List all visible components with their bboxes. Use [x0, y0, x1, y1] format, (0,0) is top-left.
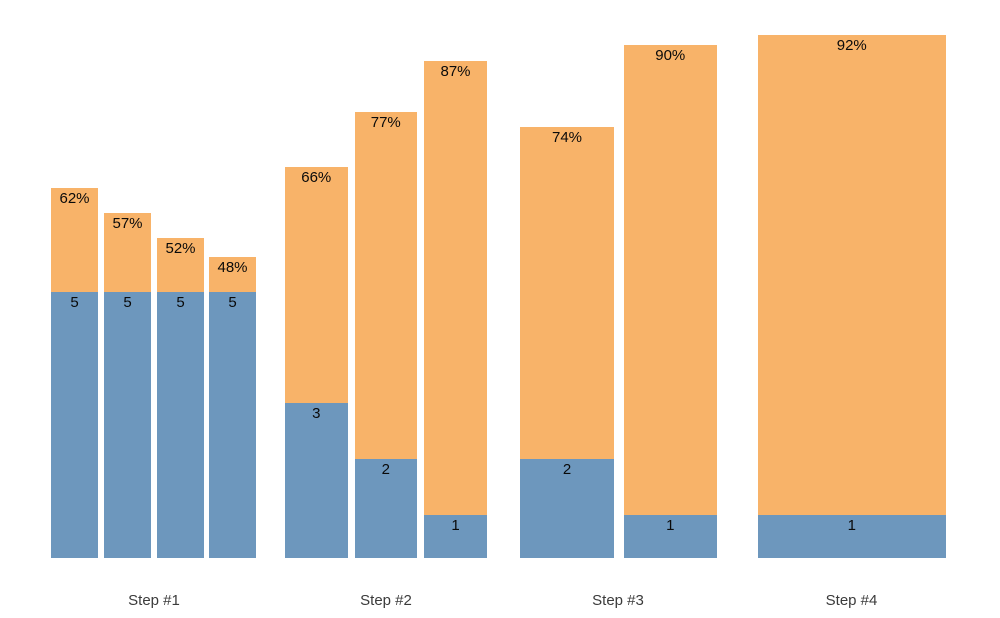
count-label: 5	[176, 294, 185, 311]
success-segment: 57%	[104, 213, 151, 292]
count-segment: 1	[758, 515, 946, 558]
count-label: 5	[228, 294, 237, 311]
bar-step1-3: 52% 5	[157, 238, 204, 558]
x-axis-label-step4: Step #4	[825, 592, 878, 609]
bar-step2-2: 77% 2	[354, 112, 417, 558]
count-label: 5	[70, 294, 79, 311]
count-label: 3	[312, 405, 321, 422]
bar-step2-3: 87% 1	[424, 61, 487, 558]
count-segment: 3	[285, 403, 348, 558]
percent-label: 74%	[551, 129, 583, 146]
success-segment: 52%	[157, 238, 204, 292]
count-label: 2	[562, 461, 572, 478]
percent-label: 62%	[59, 190, 90, 207]
success-segment: 90%	[623, 45, 717, 515]
success-segment: 62%	[51, 188, 98, 292]
count-segment: 5	[104, 292, 151, 558]
percent-label: 92%	[836, 37, 867, 54]
count-segment: 1	[424, 515, 487, 558]
percent-label: 66%	[301, 169, 332, 186]
count-label: 1	[451, 517, 460, 534]
count-segment: 5	[51, 292, 98, 558]
bar-step1-1: 62% 5	[51, 188, 98, 558]
percent-label: 90%	[655, 47, 686, 64]
percent-label: 87%	[440, 63, 471, 80]
count-segment: 2	[520, 459, 614, 558]
count-label: 2	[381, 461, 390, 478]
success-segment: 77%	[354, 112, 417, 459]
count-segment: 2	[354, 459, 417, 558]
percent-label: 52%	[165, 240, 196, 257]
success-segment: 87%	[424, 61, 487, 515]
bar-step2-1: 66% 3	[285, 167, 348, 558]
x-axis-label-step3: Step #3	[592, 592, 644, 609]
percent-label: 77%	[370, 114, 401, 131]
count-label: 5	[123, 294, 132, 311]
x-axis-label-step2: Step #2	[360, 592, 412, 609]
success-segment: 74%	[520, 127, 614, 459]
count-segment: 1	[623, 515, 717, 558]
bar-step1-4: 48% 5	[209, 257, 256, 558]
success-segment: 66%	[285, 167, 348, 403]
bar-step4-1: 92% 1	[758, 35, 946, 558]
count-label: 1	[666, 517, 675, 534]
success-segment: 92%	[758, 35, 946, 515]
bar-step3-2: 90% 1	[623, 45, 717, 558]
percent-label: 48%	[217, 259, 248, 276]
count-segment: 5	[209, 292, 256, 558]
count-label: 1	[847, 517, 856, 534]
count-segment: 5	[157, 292, 204, 558]
x-axis-label-step1: Step #1	[128, 592, 180, 609]
bar-step3-1: 74% 2	[520, 127, 614, 558]
bar-step1-2: 57% 5	[104, 213, 151, 558]
percent-label: 57%	[112, 215, 143, 232]
success-segment: 48%	[209, 257, 256, 292]
